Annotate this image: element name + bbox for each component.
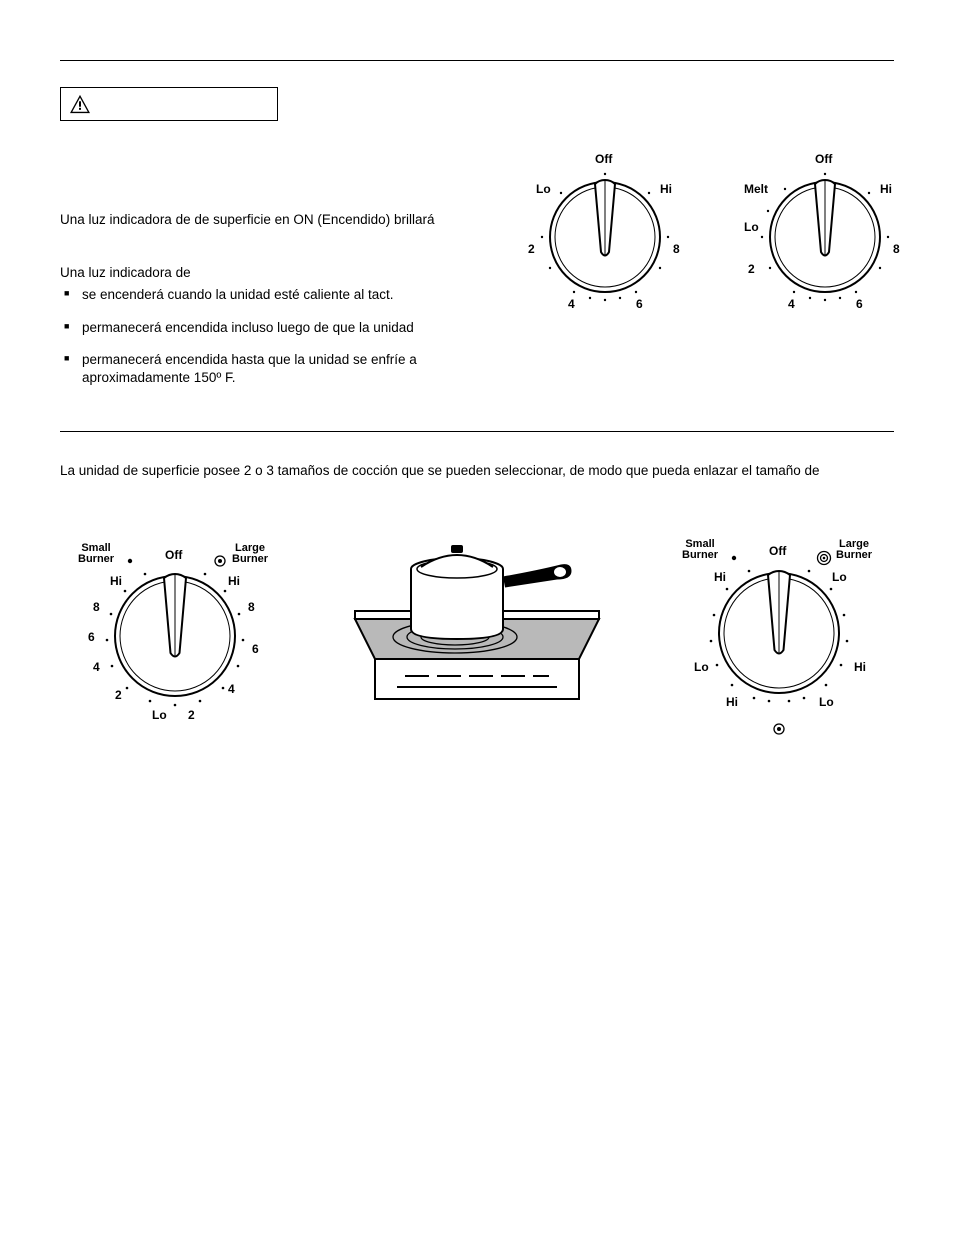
- dial-label: Lo: [832, 571, 847, 584]
- dial-label: 4: [93, 661, 100, 674]
- bottom-row: Small Burner Off Large Burner Hi 8 6 4 2…: [60, 521, 894, 746]
- dial-label: 6: [636, 298, 643, 311]
- dial-header-center: Off: [165, 549, 182, 562]
- dial-label: 6: [88, 631, 95, 644]
- dial-label: Melt: [744, 183, 768, 196]
- dial-label: 8: [248, 601, 255, 614]
- dial-label: 2: [115, 689, 122, 702]
- dial-label: Lo: [819, 696, 834, 709]
- indicator-paragraph-2: Una luz indicadora de: [60, 264, 490, 282]
- dial-label: Off: [815, 153, 832, 166]
- dial-label: Lo: [536, 183, 551, 196]
- knob-dial-icon: [510, 145, 700, 315]
- dial-off-hi-melt: Off Hi 8 6 4 2 Lo Melt: [730, 145, 920, 315]
- indicator-bullet-item: se encenderá cuando la unidad esté calie…: [60, 286, 490, 318]
- indicator-paragraph-1: Una luz indicadora de de superficie en O…: [60, 211, 490, 229]
- dial-label: 2: [188, 709, 195, 722]
- dial-label: 8: [673, 243, 680, 256]
- dial-small-large-burner-b: Small Burner Off Large Burner Hi Lo Lo H…: [664, 521, 894, 746]
- dial-label: Lo: [694, 661, 709, 674]
- indicator-bullet-item: permanecerá encendida incluso luego de q…: [60, 319, 490, 351]
- dial-label: 2: [528, 243, 535, 256]
- top-dials-row: Off Hi 8 6 4 2 Lo: [510, 145, 920, 315]
- saucepan-on-cooktop-icon: [347, 521, 607, 711]
- dial-label: 4: [788, 298, 795, 311]
- dial-header-right: Large Burner: [836, 539, 872, 562]
- dial-small-large-burner-a: Small Burner Off Large Burner Hi 8 6 4 2…: [60, 521, 290, 731]
- dial-label: Hi: [880, 183, 892, 196]
- dial-label: Lo: [152, 709, 167, 722]
- indicator-text-column: Una luz indicadora de de superficie en O…: [60, 145, 490, 401]
- dial-label: Lo: [744, 221, 759, 234]
- dial-label: 8: [893, 243, 900, 256]
- indicator-bullet-item: permanecerá encendida hasta que la unida…: [60, 351, 490, 401]
- dial-header-right: Large Burner: [232, 543, 268, 566]
- dial-label: 6: [856, 298, 863, 311]
- dial-label: Hi: [228, 575, 240, 588]
- dial-label: 2: [748, 263, 755, 276]
- burner-size-paragraph: La unidad de superficie posee 2 o 3 tama…: [60, 462, 894, 480]
- cooktop-illustration: [347, 521, 607, 716]
- dial-label: Hi: [660, 183, 672, 196]
- dial-header-left: Small Burner: [78, 543, 114, 566]
- dial-label: Hi: [110, 575, 122, 588]
- dial-label: Off: [595, 153, 612, 166]
- dial-off-hi-lo: Off Hi 8 6 4 2 Lo: [510, 145, 700, 315]
- page-container: Una luz indicadora de de superficie en O…: [0, 0, 954, 806]
- mid-rule: [60, 431, 894, 432]
- indicator-bullet-list: se encenderá cuando la unidad esté calie…: [60, 286, 490, 401]
- dial-label: 4: [228, 683, 235, 696]
- top-rule: [60, 60, 894, 61]
- caution-triangle-icon: [69, 94, 91, 114]
- dial-label: Hi: [714, 571, 726, 584]
- dial-label: 6: [252, 643, 259, 656]
- section-indicator-lights: Una luz indicadora de de superficie en O…: [60, 145, 894, 401]
- dial-label: Hi: [854, 661, 866, 674]
- dial-label: Hi: [726, 696, 738, 709]
- dial-label: 4: [568, 298, 575, 311]
- dial-label: 8: [93, 601, 100, 614]
- dial-header-left: Small Burner: [682, 539, 718, 562]
- warning-box: [60, 87, 278, 121]
- dial-header-center: Off: [769, 545, 786, 558]
